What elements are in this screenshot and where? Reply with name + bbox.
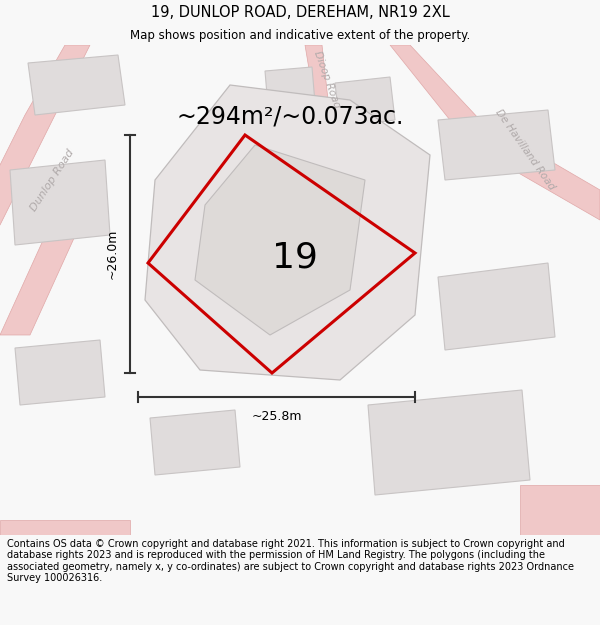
Text: 19: 19	[272, 240, 318, 274]
Text: ~25.8m: ~25.8m	[251, 411, 302, 424]
Polygon shape	[0, 520, 130, 535]
Polygon shape	[305, 45, 365, 205]
Text: De Havilland Road: De Havilland Road	[493, 108, 557, 192]
Polygon shape	[265, 67, 315, 107]
Polygon shape	[28, 55, 125, 115]
Polygon shape	[368, 390, 530, 495]
Text: ~294m²/~0.073ac.: ~294m²/~0.073ac.	[176, 105, 404, 129]
Polygon shape	[335, 77, 395, 127]
Polygon shape	[438, 263, 555, 350]
Polygon shape	[15, 340, 105, 405]
Polygon shape	[150, 410, 240, 475]
Text: Dioop Road: Dioop Road	[312, 50, 342, 110]
Polygon shape	[390, 45, 600, 220]
Polygon shape	[195, 145, 365, 335]
Polygon shape	[145, 85, 430, 380]
Polygon shape	[10, 160, 110, 245]
Text: Contains OS data © Crown copyright and database right 2021. This information is : Contains OS data © Crown copyright and d…	[7, 539, 574, 583]
Polygon shape	[0, 225, 80, 335]
Text: 19, DUNLOP ROAD, DEREHAM, NR19 2XL: 19, DUNLOP ROAD, DEREHAM, NR19 2XL	[151, 5, 449, 20]
Polygon shape	[520, 485, 600, 535]
Polygon shape	[0, 45, 90, 225]
Text: ~26.0m: ~26.0m	[106, 229, 119, 279]
Text: Map shows position and indicative extent of the property.: Map shows position and indicative extent…	[130, 29, 470, 42]
Text: Dunlop Road: Dunlop Road	[28, 148, 76, 213]
Polygon shape	[438, 110, 555, 180]
